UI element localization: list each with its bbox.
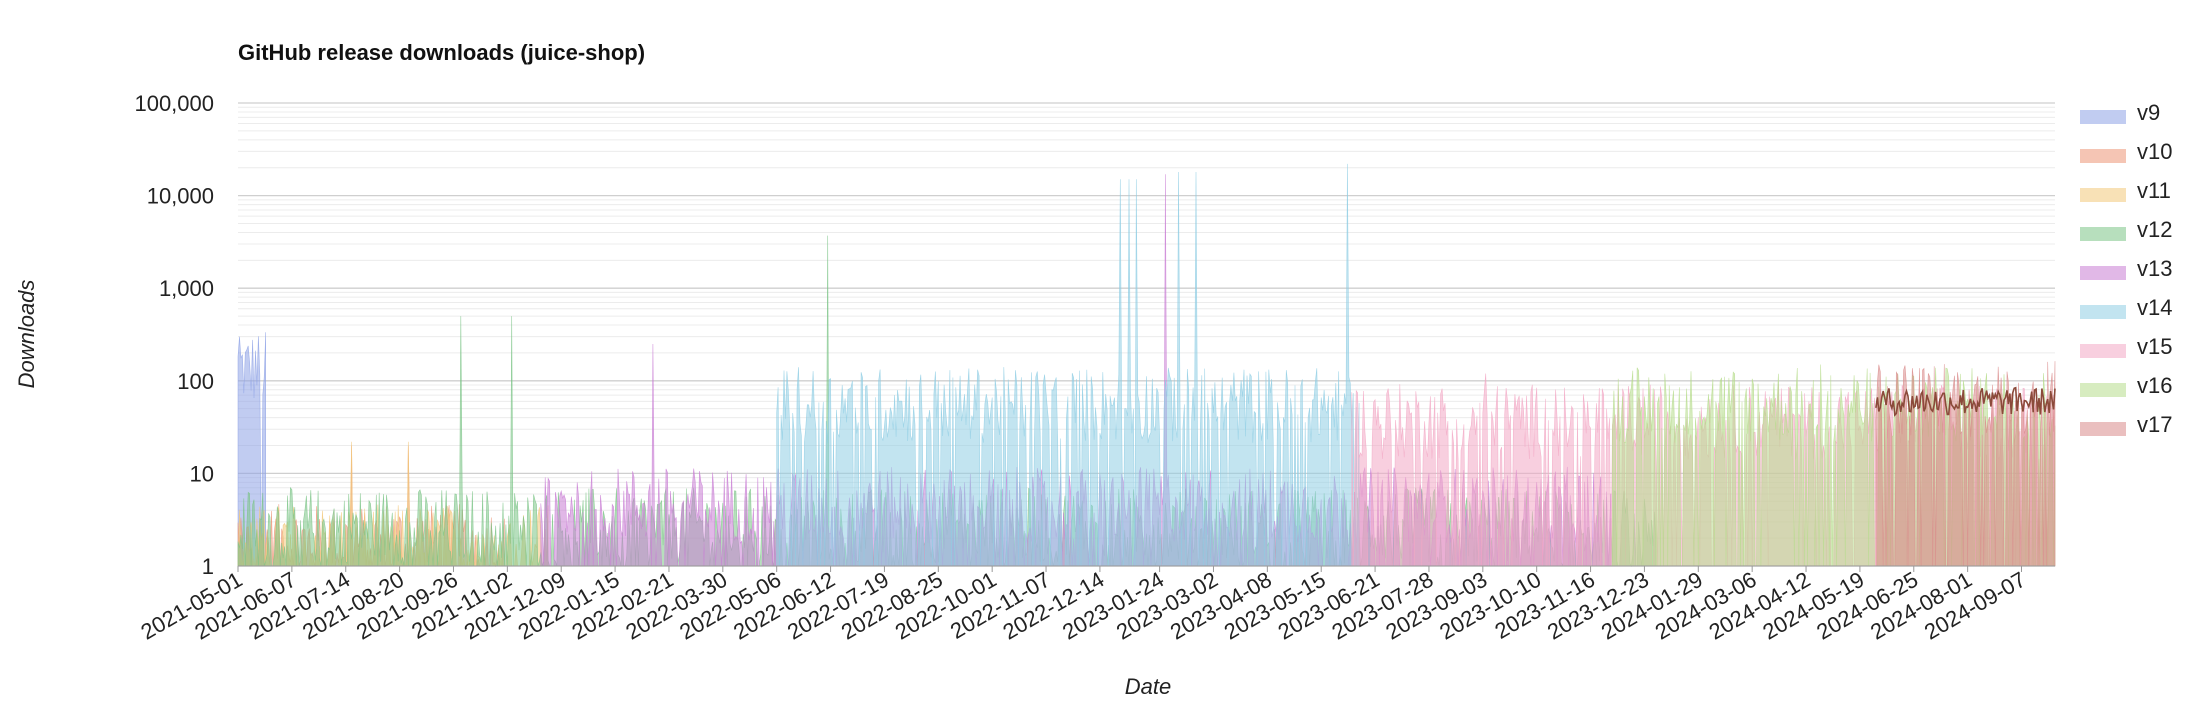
plot-area (237, 163, 2056, 568)
y-tick-label: 1 (202, 554, 214, 579)
area-v9 (237, 332, 266, 567)
legend-swatch-v11 (2080, 188, 2126, 202)
legend-swatch-v17 (2080, 422, 2126, 436)
legend-swatch-v15 (2080, 344, 2126, 358)
legend-swatch-v9 (2080, 110, 2126, 124)
legend-label-v12: v12 (2137, 217, 2172, 242)
legend-label-v11: v11 (2137, 178, 2171, 203)
y-tick-label: 10 (190, 461, 214, 486)
y-tick-label: 100,000 (134, 91, 214, 116)
y-tick-label: 1,000 (159, 276, 214, 301)
legend-label-v14: v14 (2137, 295, 2172, 320)
legend-swatch-v12 (2080, 227, 2126, 241)
x-axis-ticks: 2021-05-012021-06-072021-07-142021-08-20… (137, 566, 2030, 645)
legend-label-v10: v10 (2137, 139, 2172, 164)
legend-label-v13: v13 (2137, 256, 2172, 281)
legend-swatch-v13 (2080, 266, 2126, 280)
legend-swatch-v10 (2080, 149, 2126, 163)
legend-swatch-v14 (2080, 305, 2126, 319)
legend: v9 v10 v11 v12 v13 v14 v15 v16 v17 (2080, 100, 2172, 437)
area-v16 (1612, 364, 2056, 567)
legend-label-v9: v9 (2137, 100, 2160, 125)
legend-swatch-v16 (2080, 383, 2126, 397)
y-tick-label: 100 (177, 369, 214, 394)
legend-label-v17: v17 (2137, 412, 2172, 437)
y-tick-label: 10,000 (147, 184, 214, 209)
x-axis-label: Date (1125, 674, 1171, 699)
chart-title: GitHub release downloads (juice-shop) (238, 40, 645, 65)
trend-line-v17 (1875, 386, 2056, 417)
y-axis-label: Downloads (14, 280, 39, 389)
legend-label-v15: v15 (2137, 334, 2172, 359)
area-v17 (1875, 361, 2056, 567)
y-axis-ticks: 1 10 100 1,000 10,000 100,000 (134, 91, 214, 579)
legend-label-v16: v16 (2137, 373, 2172, 398)
